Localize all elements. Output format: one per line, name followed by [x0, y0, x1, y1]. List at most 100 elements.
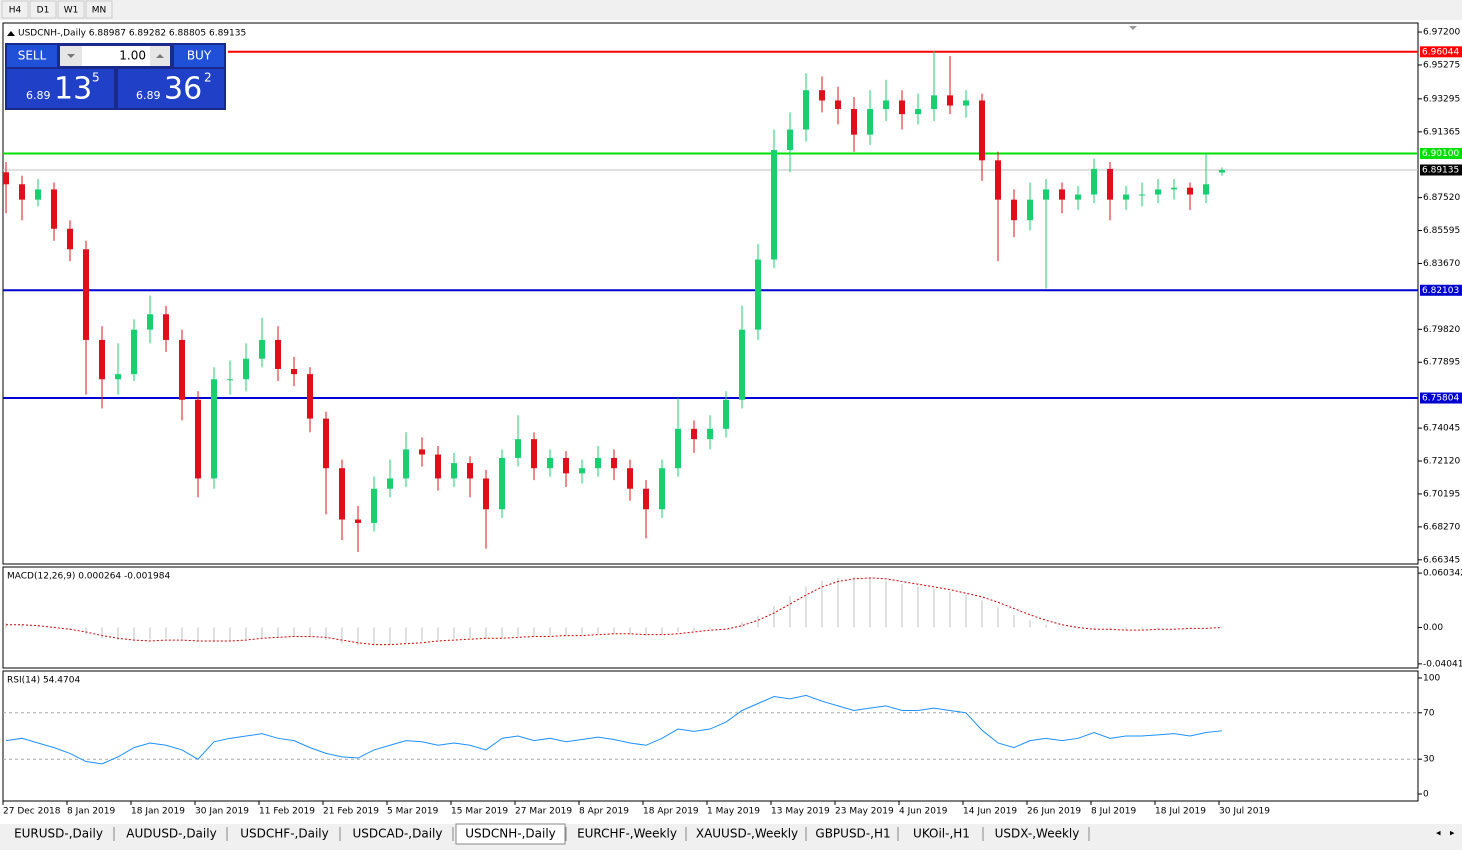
tab[interactable] [986, 826, 1088, 842]
tab[interactable] [117, 826, 226, 842]
candle-body [1139, 194, 1145, 196]
tab-scroll-right[interactable]: ▸ [1450, 829, 1455, 839]
candle-body [1203, 184, 1209, 195]
timeframe-label: W1 [64, 6, 79, 16]
bid-pips: 13 [54, 72, 92, 107]
candle-body [371, 488, 377, 523]
x-tick-label: 14 Jun 2019 [963, 807, 1017, 817]
bid-box[interactable] [7, 69, 114, 108]
timeframe-button[interactable] [85, 0, 113, 19]
candle-body [851, 109, 857, 135]
ask-big: 6.89 [136, 89, 161, 102]
tab-label: USDCAD-,Daily [353, 827, 443, 841]
candle-body [387, 478, 393, 489]
x-tick-label: 8 Jan 2019 [67, 807, 115, 817]
tab[interactable] [343, 826, 452, 842]
tab[interactable] [455, 823, 566, 845]
candle-body [643, 488, 649, 510]
ask-box[interactable] [118, 69, 224, 108]
tab[interactable] [901, 826, 982, 842]
candle-body [835, 100, 841, 110]
candle-body [227, 379, 233, 381]
candle-body [531, 439, 537, 469]
tab-label: GBPUSD-,H1 [815, 827, 890, 841]
tab-label: USDCHF-,Daily [240, 827, 328, 841]
tab-label: USDX-,Weekly [995, 827, 1080, 841]
timeframe-button[interactable] [1, 0, 29, 19]
lot-input[interactable] [82, 46, 150, 66]
candle-body [915, 109, 921, 115]
y-tick-label: 0 [1423, 790, 1429, 800]
candle-body [99, 339, 105, 380]
candle-body [611, 457, 617, 469]
candle-body [787, 129, 793, 151]
candle-body [1155, 189, 1161, 195]
candle-body [675, 428, 681, 469]
candle-body [691, 428, 697, 440]
level-tag-label: 6.82103 [1422, 286, 1459, 296]
candle-body [195, 399, 201, 479]
candle-body [275, 339, 281, 370]
candle-body [883, 100, 889, 110]
level-tag [1420, 392, 1462, 404]
tab[interactable] [230, 826, 339, 842]
y-tick-label: 6.95275 [1423, 60, 1460, 70]
tab-label: EURCHF-,Weekly [577, 827, 677, 841]
candle-body [243, 358, 249, 380]
level-tag [1420, 46, 1462, 58]
timeframe-button[interactable] [57, 0, 85, 19]
y-tick-label: 6.68270 [1423, 522, 1460, 532]
toolbar [0, 0, 1462, 20]
candle-body [1123, 194, 1129, 200]
timeframe-button[interactable] [29, 0, 57, 19]
panel-title: RSI(14) 54.4704 [7, 676, 80, 686]
tab[interactable] [4, 826, 113, 842]
timeframe-label: H4 [9, 6, 22, 16]
x-tick-label: 18 Jul 2019 [1155, 807, 1206, 817]
candle-body [339, 468, 345, 520]
candle-body [899, 100, 905, 115]
y-tick-label: 6.85595 [1423, 226, 1460, 236]
x-tick-label: 13 May 2019 [771, 807, 830, 817]
shift-marker [1129, 26, 1137, 30]
candle-body [51, 189, 57, 229]
candle-body [931, 95, 937, 110]
tab[interactable] [689, 826, 805, 842]
x-tick-label: 15 Mar 2019 [451, 807, 508, 817]
candle-body [355, 519, 361, 523]
trade-panel: SELL 1.00 BUY 6.89 13 5 6.89 36 2 [5, 43, 226, 110]
tab-label: USDCNH-,Daily [465, 827, 556, 841]
y-tick-label: 6.79820 [1423, 325, 1460, 335]
panel-title: MACD(12,26,9) 0.000264 -0.001984 [7, 572, 170, 582]
candle-body [771, 150, 777, 260]
x-tick-label: 26 Jun 2019 [1027, 807, 1081, 817]
candle-body [483, 478, 489, 510]
candle-body [1043, 189, 1049, 200]
candle-body [579, 468, 585, 474]
candle-body [595, 457, 601, 469]
candle-body [1187, 187, 1193, 195]
tab-scroll-left[interactable]: ◂ [1436, 829, 1441, 839]
collapse-icon [7, 31, 15, 36]
tab[interactable] [569, 826, 685, 842]
candle-body [131, 329, 137, 375]
y-tick-label: 6.83670 [1423, 259, 1460, 269]
lot-value: 1.00 [119, 49, 146, 63]
x-tick-label: 1 May 2019 [707, 807, 760, 817]
rsi-line [5, 694, 1223, 765]
sell-button[interactable] [7, 45, 57, 67]
sell-label: SELL [18, 49, 47, 63]
y-tick-label: 0.060342 [1423, 569, 1462, 579]
candle-body [1219, 169, 1225, 173]
y-tick-label: 6.77895 [1423, 358, 1460, 368]
level-tag [1420, 284, 1462, 296]
buy-button[interactable] [174, 45, 224, 67]
candle-body [1075, 194, 1081, 200]
bid-big: 6.89 [26, 89, 51, 102]
y-tick-label: 70 [1423, 708, 1435, 718]
candle-body [259, 339, 265, 359]
candle-body [115, 374, 121, 380]
tab[interactable] [809, 826, 897, 842]
y-tick-label: -0.040415 [1423, 659, 1462, 669]
